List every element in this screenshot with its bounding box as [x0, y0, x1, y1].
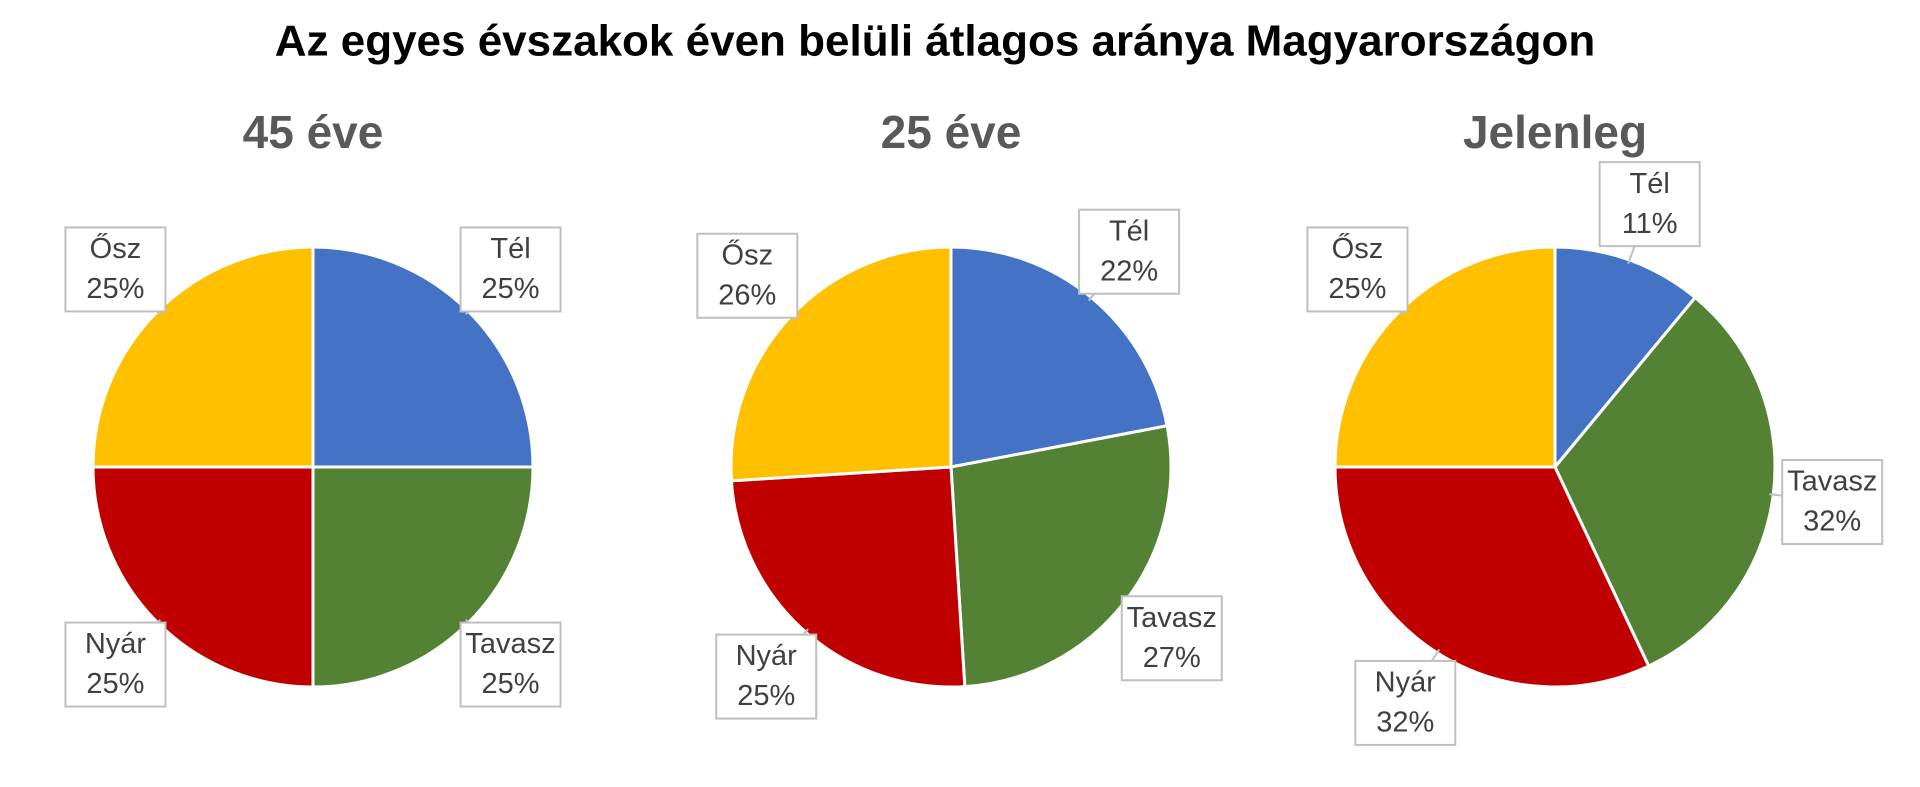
value-label: 25% — [482, 668, 540, 700]
value-label: 27% — [1143, 642, 1201, 674]
value-label: 32% — [1803, 506, 1861, 538]
label-box — [715, 633, 818, 720]
value-label: 25% — [737, 680, 795, 712]
value-label: 26% — [718, 279, 776, 311]
pie-title: Jelenleg — [1463, 106, 1647, 158]
category-label: Tavasz — [1787, 466, 1877, 498]
category-label: Tavasz — [465, 628, 555, 660]
label-box — [459, 226, 562, 313]
pie — [1333, 245, 1777, 689]
labels: Tél 25% Tavasz 25% Nyár 25% Ősz 25% — [64, 226, 562, 708]
label-box — [696, 232, 799, 319]
category-label: Tél — [1109, 215, 1149, 247]
value-label: 25% — [482, 273, 540, 305]
labels: Tél 11% Tavasz 32% Nyár 32% Ősz 25% — [1306, 161, 1884, 746]
label-box — [64, 226, 167, 313]
label-box — [1781, 459, 1884, 546]
value-label: 32% — [1376, 707, 1434, 739]
category-label: Nyár — [85, 628, 147, 660]
value-label: 11% — [1622, 208, 1678, 240]
value-label: 22% — [1100, 255, 1158, 287]
pie — [91, 245, 535, 689]
category-label: Ősz — [722, 238, 774, 271]
pie — [729, 245, 1173, 689]
category-label: Tél — [1629, 168, 1669, 200]
label-box — [1120, 595, 1223, 682]
label-box — [1306, 226, 1409, 313]
main-title: Az egyes évszakok éven belüli átlagos ar… — [275, 17, 1596, 66]
labels: Tél 22% Tavasz 27% Nyár 25% Ősz 26% — [696, 208, 1223, 720]
pie-title: 45 éve — [243, 106, 384, 158]
value-label: 25% — [86, 273, 144, 305]
label-box — [1078, 208, 1181, 295]
category-label: Ősz — [1332, 232, 1384, 265]
label-box — [1354, 659, 1457, 746]
category-label: Nyár — [736, 640, 798, 672]
value-label: 25% — [1328, 273, 1386, 305]
category-label: Tavasz — [1127, 602, 1217, 634]
label-box — [459, 621, 562, 708]
label-box — [1598, 161, 1701, 248]
label-box — [64, 621, 167, 708]
category-label: Nyár — [1375, 667, 1437, 699]
pie-title: 25 éve — [881, 106, 1022, 158]
category-label: Ősz — [90, 232, 142, 265]
category-label: Tél — [490, 233, 530, 265]
value-label: 25% — [86, 668, 144, 700]
